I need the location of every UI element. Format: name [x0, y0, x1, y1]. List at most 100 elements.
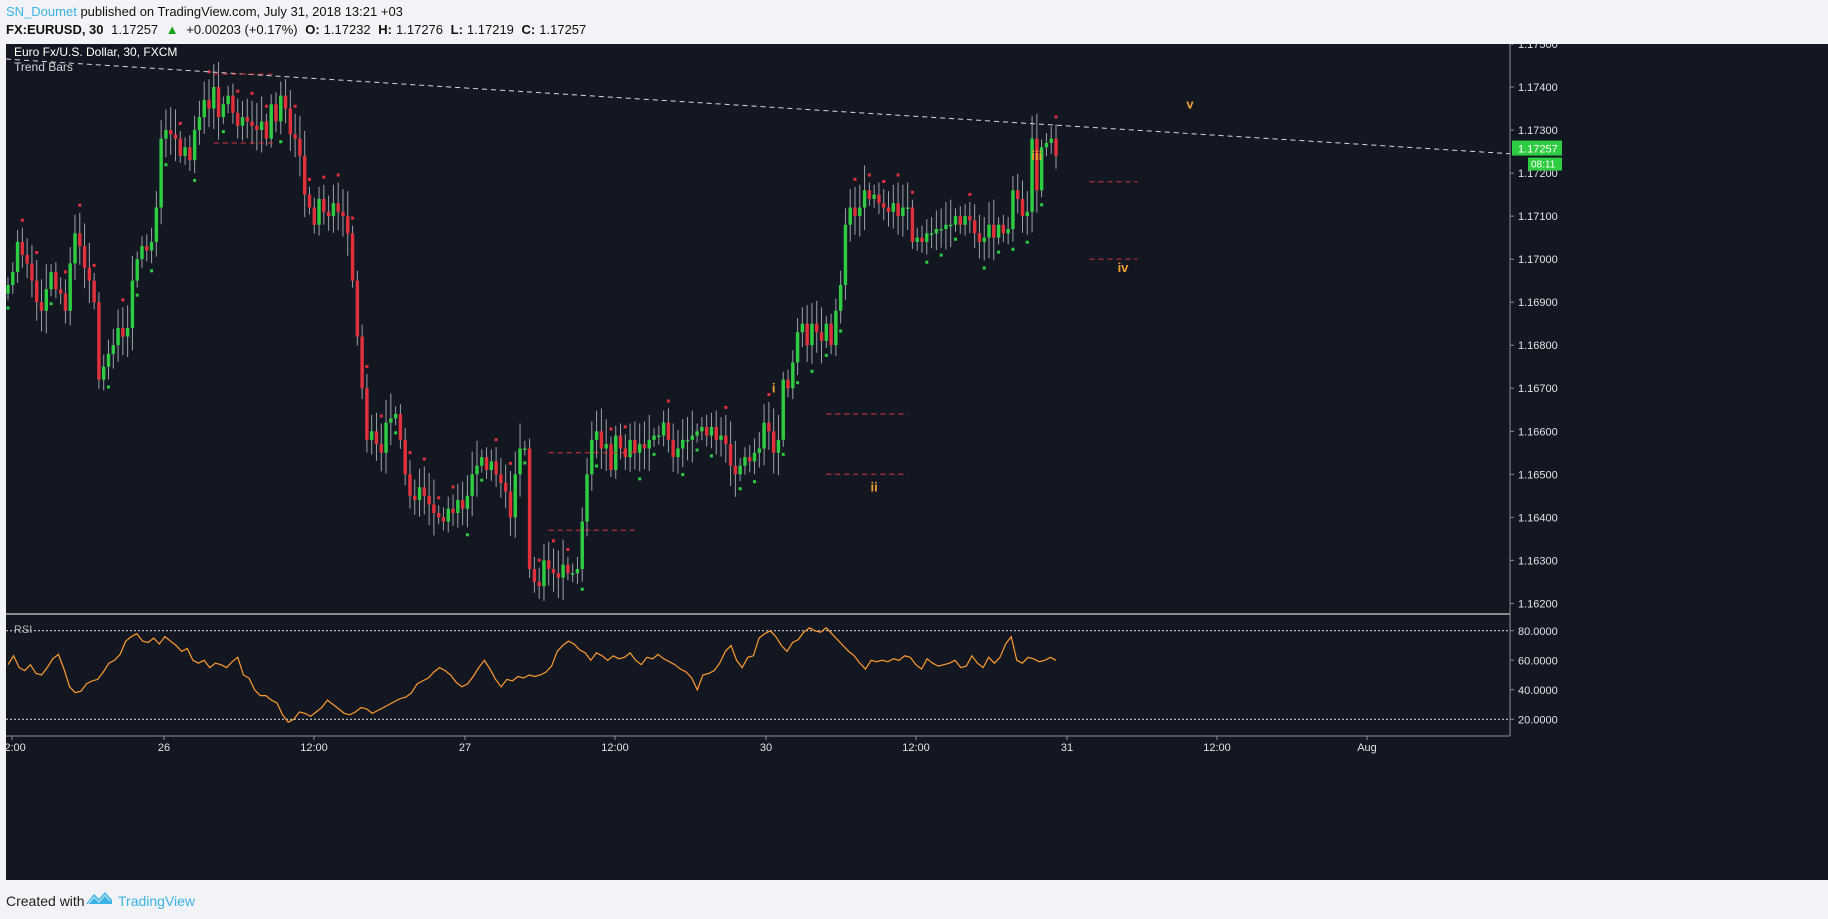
candle-body[interactable] [374, 431, 379, 445]
candle-body[interactable] [714, 426, 718, 440]
candle-body[interactable] [910, 207, 915, 242]
candle-body[interactable] [274, 104, 278, 122]
candle-body[interactable] [159, 138, 163, 208]
candle-body[interactable] [68, 263, 72, 311]
candle-body[interactable] [795, 332, 800, 363]
candle-body[interactable] [235, 112, 240, 126]
candle-body[interactable] [992, 224, 996, 238]
candle-body[interactable] [925, 233, 929, 242]
candle-body[interactable] [704, 426, 709, 436]
candle-body[interactable] [384, 422, 388, 453]
candle-body[interactable] [73, 233, 77, 264]
candle-body[interactable] [30, 263, 34, 281]
candle-body[interactable] [685, 439, 690, 442]
candle-body[interactable] [135, 259, 139, 281]
candle-body[interactable] [829, 323, 833, 346]
candle-body[interactable] [216, 87, 221, 118]
rsi-line[interactable] [7, 626, 1057, 723]
candle-body[interactable] [604, 444, 608, 449]
candle-body[interactable] [44, 289, 49, 311]
candle-body[interactable] [767, 422, 771, 432]
candle-body[interactable] [326, 211, 331, 217]
candle-body[interactable] [939, 229, 943, 231]
candle-body[interactable] [465, 495, 470, 509]
candle-body[interactable] [446, 508, 450, 522]
candle-body[interactable] [451, 508, 455, 514]
candle-body[interactable] [379, 444, 383, 453]
candle-body[interactable] [369, 431, 374, 440]
candle-body[interactable] [250, 121, 254, 126]
candle-body[interactable] [39, 302, 44, 311]
candle-body[interactable] [547, 560, 551, 569]
candle-body[interactable] [1006, 229, 1010, 234]
candle-body[interactable] [1020, 198, 1025, 217]
candle-body[interactable] [231, 95, 235, 113]
candle-body[interactable] [637, 444, 642, 453]
candle-body[interactable] [901, 207, 905, 217]
candle-body[interactable] [494, 461, 498, 475]
candle-body[interactable] [87, 267, 92, 281]
candle-body[interactable] [25, 254, 29, 264]
candle-body[interactable] [408, 474, 412, 496]
candle-body[interactable] [92, 280, 96, 303]
candle-body[interactable] [953, 216, 958, 225]
candle-body[interactable] [503, 482, 508, 492]
candle-body[interactable] [872, 194, 876, 199]
candle-body[interactable] [690, 435, 695, 440]
candle-body[interactable] [700, 426, 704, 432]
rsi-pane[interactable] [6, 613, 1510, 723]
candle-body[interactable] [944, 224, 948, 230]
candle-body[interactable] [63, 293, 68, 311]
candle-body[interactable] [719, 435, 723, 440]
candle-body[interactable] [221, 104, 226, 118]
candle-body[interactable] [111, 345, 116, 354]
candle-body[interactable] [513, 474, 517, 518]
candle-body[interactable] [499, 474, 503, 483]
candle-body[interactable] [666, 422, 671, 440]
candle-body[interactable] [460, 500, 465, 509]
candle-body[interactable] [188, 147, 192, 161]
candle-body[interactable] [255, 125, 259, 131]
candle-body[interactable] [594, 431, 599, 440]
candle-body[interactable] [987, 224, 991, 238]
candle-body[interactable] [633, 439, 637, 453]
candle-body[interactable] [934, 229, 939, 234]
candle-body[interactable] [322, 198, 326, 212]
candle-body[interactable] [800, 323, 805, 333]
candle-body[interactable] [843, 224, 848, 285]
candle-body[interactable] [743, 457, 747, 466]
candle-body[interactable] [537, 581, 541, 587]
candle-body[interactable] [269, 104, 273, 139]
candle-body[interactable] [599, 431, 604, 449]
candle-body[interactable] [436, 513, 441, 518]
candle-body[interactable] [245, 117, 249, 122]
candle-body[interactable] [432, 504, 436, 514]
candle-body[interactable] [283, 95, 288, 109]
candle-body[interactable] [915, 237, 919, 242]
candle-body[interactable] [652, 435, 656, 440]
candle-body[interactable] [360, 336, 364, 389]
candle-body[interactable] [20, 241, 25, 255]
candle-body[interactable] [15, 241, 20, 273]
candle-body[interactable] [1025, 211, 1030, 217]
candle-body[interactable] [302, 155, 307, 195]
tradingview-logo-icon[interactable] [86, 890, 112, 911]
candle-body[interactable] [838, 284, 843, 311]
candle-body[interactable] [886, 207, 891, 212]
tradingview-link[interactable]: TradingView [118, 893, 196, 909]
candle-body[interactable] [920, 237, 924, 242]
candle-body[interactable] [106, 353, 111, 367]
candle-body[interactable] [11, 272, 15, 285]
candle-body[interactable] [815, 323, 819, 333]
candle-body[interactable] [307, 194, 312, 208]
candle-body[interactable] [570, 573, 575, 575]
candle-body[interactable] [279, 95, 283, 122]
candle-body[interactable] [834, 310, 838, 346]
candle-body[interactable] [556, 573, 561, 578]
candle-body[interactable] [896, 203, 900, 217]
candle-body[interactable] [336, 203, 340, 212]
candle-body[interactable] [1001, 224, 1006, 234]
candle-body[interactable] [891, 203, 896, 212]
